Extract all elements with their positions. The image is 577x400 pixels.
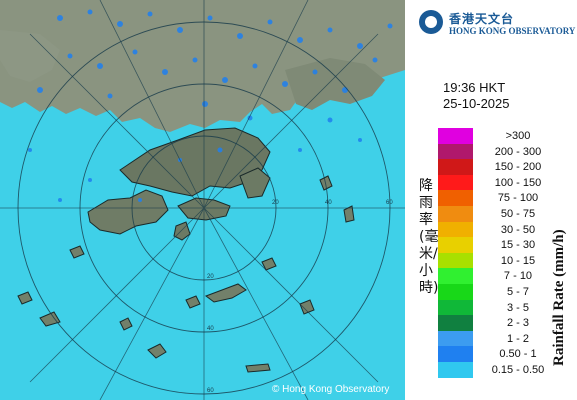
- legend-swatch: [438, 362, 473, 378]
- legend-row: 10 - 15: [438, 252, 563, 269]
- ring-label-60-east: 60: [386, 200, 393, 206]
- legend-row: 30 - 50: [438, 221, 563, 238]
- ring-label-20-south: 20: [207, 274, 214, 280]
- legend-swatch: [438, 284, 473, 300]
- ring-label-20-east: 20: [272, 200, 279, 206]
- legend-swatch: [438, 299, 473, 316]
- legend-swatch: [438, 190, 473, 206]
- legend-label: 15 - 30: [500, 239, 536, 252]
- hko-logo-icon: [419, 10, 443, 34]
- brand-name-en: HONG KONG OBSERVATORY: [449, 26, 576, 36]
- legend-label: 100 - 150: [494, 176, 542, 189]
- sai-kung-peninsula: [239, 167, 271, 199]
- outlying-islands: [17, 175, 355, 373]
- ring-label-40-south: 40: [207, 326, 214, 332]
- legend-row: 150 - 200: [438, 159, 563, 175]
- legend-swatch: [438, 330, 473, 347]
- legend-row: 0.50 - 1: [438, 346, 563, 362]
- legend-row: 0.15 - 0.50: [438, 362, 563, 378]
- legend-label: 200 - 300: [494, 145, 542, 158]
- mainland-land-east: [285, 58, 385, 110]
- legend-swatch: [438, 174, 473, 191]
- legend-label: >300: [505, 130, 531, 142]
- legend-label: 30 - 50: [500, 223, 536, 236]
- brand-name-zh: 香港天文台: [449, 12, 515, 26]
- legend-label: 0.15 - 0.50: [491, 364, 545, 376]
- legend-row: 1 - 2: [438, 330, 563, 347]
- northwest-land: [0, 30, 60, 82]
- legend-row: 200 - 300: [438, 143, 563, 160]
- legend-swatch: [438, 268, 473, 284]
- legend-row: 75 - 100: [438, 190, 563, 206]
- legend-swatch: [438, 143, 473, 160]
- legend-label: 10 - 15: [500, 254, 536, 267]
- legend-swatch: [438, 159, 473, 175]
- legend-swatch: [438, 252, 473, 269]
- legend-swatch: [438, 237, 473, 253]
- legend-row: 100 - 150: [438, 174, 563, 191]
- legend-label: 75 - 100: [497, 192, 539, 205]
- legend-swatch: [438, 315, 473, 331]
- legend-swatch: [438, 128, 473, 144]
- legend-label: 2 - 3: [506, 317, 529, 330]
- ring-label-40-east: 40: [325, 200, 332, 206]
- copyright-notice: © Hong Kong Observatory: [272, 384, 390, 395]
- ring-label-60-south: 60: [207, 388, 214, 394]
- legend-row: 15 - 30: [438, 237, 563, 253]
- legend-row: 2 - 3: [438, 315, 563, 331]
- legend-label: 5 - 7: [506, 286, 529, 298]
- hko-logo[interactable]: 香港天文台 HONG KONG OBSERVATORY: [413, 6, 577, 40]
- timestamp-date: 25-10-2025: [443, 96, 510, 111]
- legend-row: 3 - 5: [438, 299, 563, 316]
- legend-label: 1 - 2: [506, 332, 529, 345]
- legend-label: 50 - 75: [500, 208, 536, 220]
- legend-label: 3 - 5: [506, 301, 529, 314]
- radar-map-svg: 20 40 60 20 40 60: [0, 0, 405, 400]
- legend-panel: 香港天文台 HONG KONG OBSERVATORY 19:36 HKT 25…: [405, 0, 577, 400]
- legend-title-en: Rainfall Rate (mm/h): [551, 229, 567, 366]
- mainland-land: [0, 0, 405, 132]
- legend-row: >300: [438, 128, 563, 144]
- legend-swatch: [438, 346, 473, 362]
- legend-row: 7 - 10: [438, 268, 563, 284]
- legend-row: 50 - 75: [438, 206, 563, 222]
- legend-swatch: [438, 221, 473, 238]
- legend-label: 0.50 - 1: [499, 348, 537, 361]
- timestamp-time: 19:36 HKT: [443, 80, 506, 95]
- legend-label: 7 - 10: [503, 270, 533, 283]
- radar-map[interactable]: 20 40 60 20 40 60 © Hong Kong Observator…: [0, 0, 405, 400]
- legend-label: 150 - 200: [494, 161, 542, 174]
- lantau-island: [87, 189, 169, 235]
- legend-title-zh: 降雨率(毫米/小時): [419, 178, 439, 296]
- range-radials: [0, 0, 405, 400]
- legend-swatch: [438, 206, 473, 222]
- legend-row: 5 - 7: [438, 284, 563, 300]
